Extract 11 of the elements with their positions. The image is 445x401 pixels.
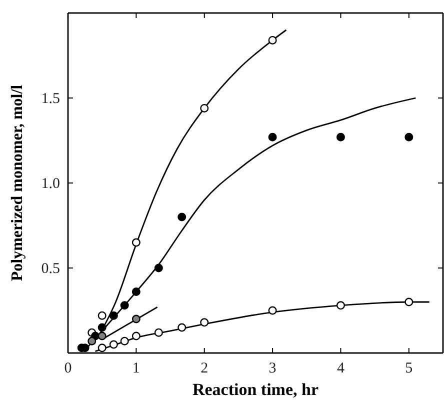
y-axis-title: Polymerized monomer, mol/l [9,84,26,282]
x-tick-label: 5 [405,360,413,377]
x-tick-label: 1 [132,360,140,377]
y-tick-label: 1.0 [41,176,60,192]
x-axis-title: Reaction time, hr [192,380,319,399]
y-tick-label: 1.5 [41,90,60,107]
x-tick-label: 4 [336,360,345,377]
y-tick-label: 0.5 [41,260,60,277]
x-tick-label: 3 [268,360,276,377]
x-tick-label: 0 [64,360,72,377]
x-tick-label: 2 [200,360,208,377]
